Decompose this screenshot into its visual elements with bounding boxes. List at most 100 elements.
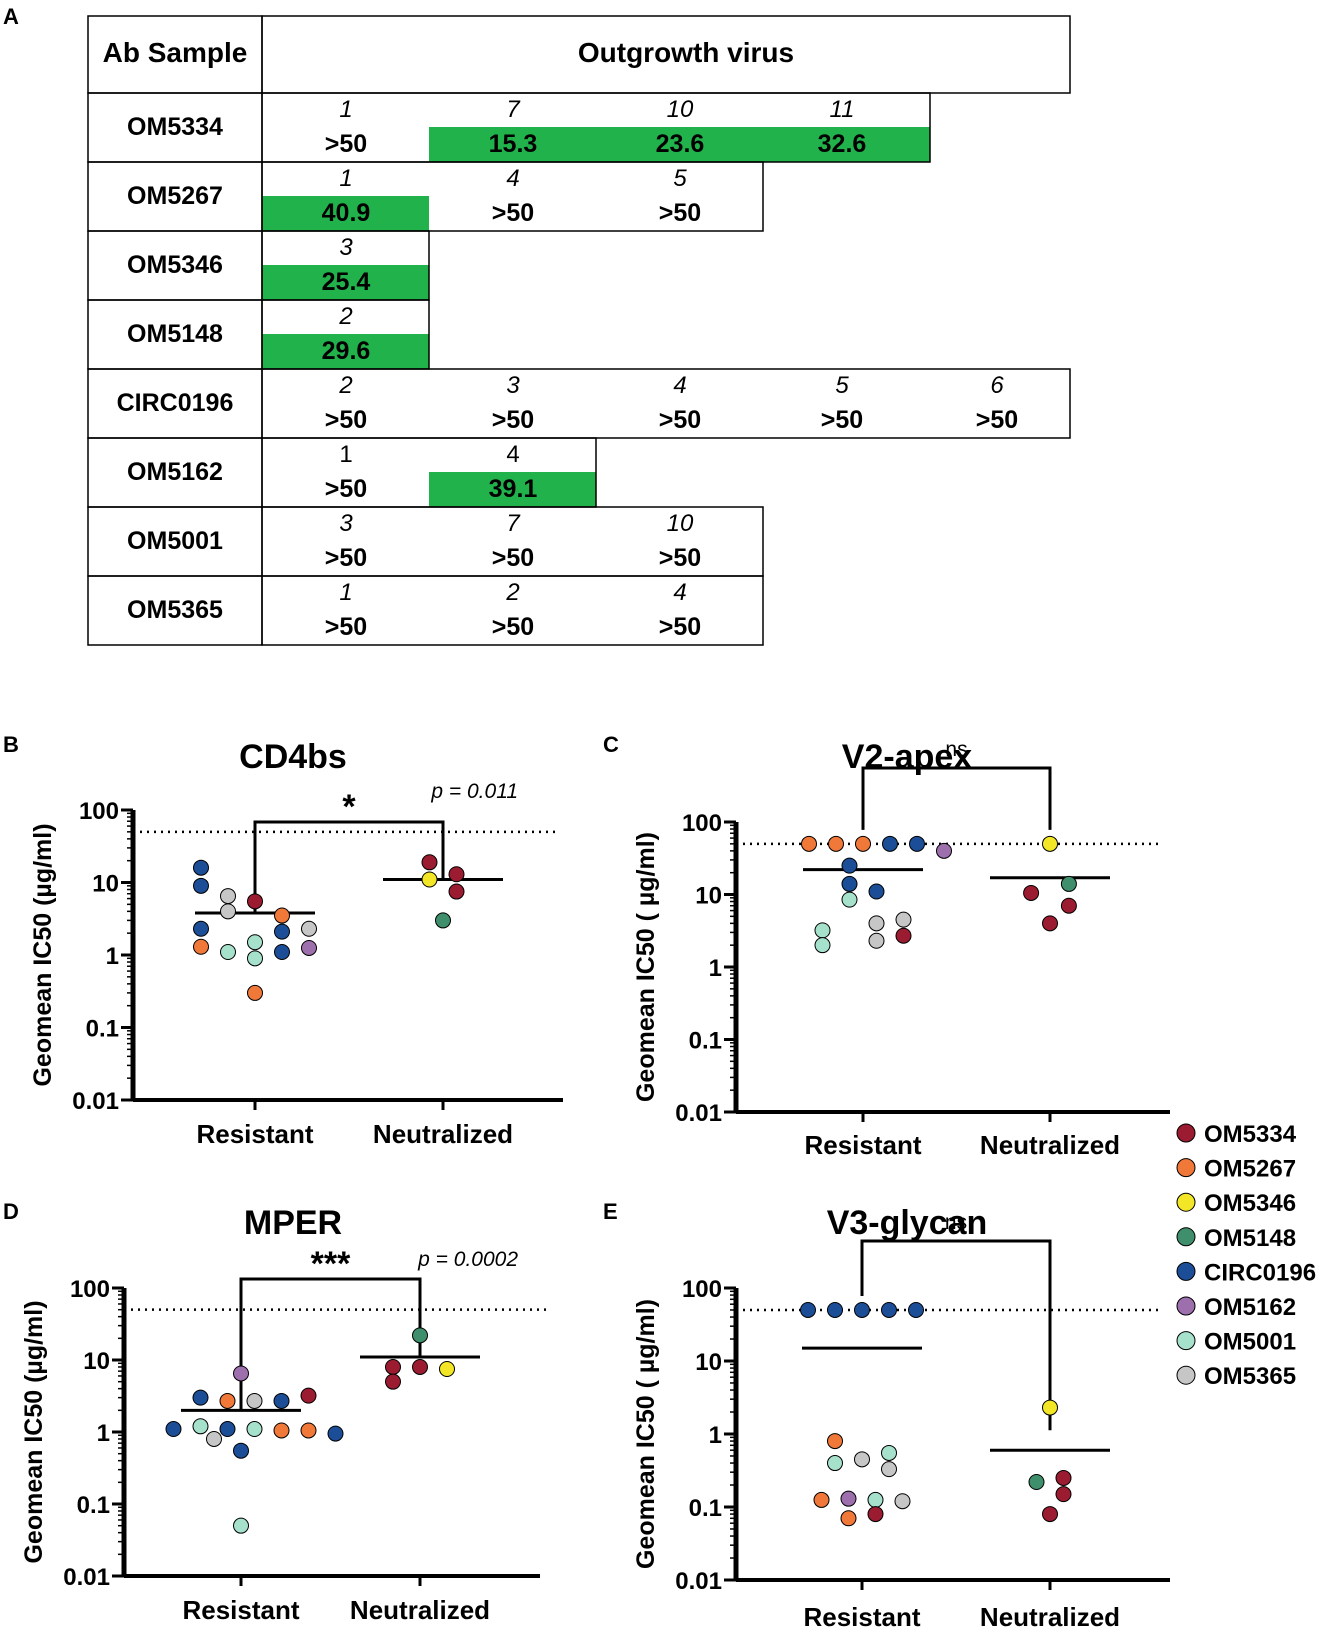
data-point-om5001 <box>247 950 263 967</box>
data-point-circ0196 <box>881 1301 897 1318</box>
legend-marker <box>1176 1192 1196 1212</box>
ic50-value: >50 <box>659 613 701 641</box>
y-tick-label: 10 <box>695 1349 722 1376</box>
data-point-om5001 <box>246 1421 263 1438</box>
legend-label: OM5334 <box>1204 1121 1297 1148</box>
data-point-om5365 <box>206 1430 222 1447</box>
x-tick-label: Resistant <box>196 1119 313 1149</box>
data-point-circ0196 <box>193 859 209 876</box>
panel-d: D MPER 0.01 0.1 1 10 100 Geomean IC50 (µg/ml) Re… <box>3 1199 549 1625</box>
data-point-circ0196 <box>882 835 898 852</box>
virus-id: 1 <box>339 96 352 123</box>
data-point-circ0196 <box>274 923 290 940</box>
chart-title: MPER <box>244 1204 342 1242</box>
ic50-value: >50 <box>976 406 1018 434</box>
panel-label: C <box>603 732 619 757</box>
data-point-om5267 <box>247 984 263 1001</box>
x-tick-label: Resistant <box>182 1595 299 1625</box>
data-point-circ0196 <box>909 835 925 852</box>
legend-marker <box>1176 1365 1196 1385</box>
virus-id: 4 <box>506 165 519 192</box>
data-point-om5334 <box>1042 1506 1058 1523</box>
data-point-circ0196 <box>193 920 209 937</box>
p-value: p = 0.0002 <box>417 1248 518 1271</box>
ic50-value: >50 <box>659 406 701 434</box>
ic50-value: 39.1 <box>489 475 538 503</box>
ic50-value: >50 <box>325 613 367 641</box>
data-point-om5162 <box>301 939 317 956</box>
ic50-value: >50 <box>659 544 701 572</box>
data-point-om5267 <box>274 907 290 924</box>
legend-label: OM5365 <box>1204 1363 1296 1390</box>
ic50-value: >50 <box>492 199 534 227</box>
y-tick-label: 1 <box>709 955 722 982</box>
scatter-panels: B CD4bs 0.01 0.1 1 10 100 Geomean IC50 (µg/ml) R… <box>3 732 1170 1632</box>
legend-label: OM5001 <box>1204 1329 1296 1356</box>
data-point-circ0196 <box>854 1301 870 1318</box>
virus-row <box>261 161 764 232</box>
data-point-circ0196 <box>219 1421 236 1438</box>
data-point-om5346 <box>439 1360 455 1377</box>
panel-label: B <box>3 732 19 757</box>
data-point-om5334 <box>1060 897 1077 914</box>
legend-marker <box>1176 1227 1196 1247</box>
legend-marker <box>1176 1123 1196 1143</box>
data-point-om5365 <box>868 915 885 932</box>
data-point-circ0196 <box>327 1425 344 1442</box>
x-tick-label: Neutralized <box>980 1130 1120 1160</box>
data-point-circ0196 <box>868 883 885 900</box>
panel-b: B CD4bs 0.01 0.1 1 10 100 Geomean IC50 (µg/ml) R… <box>3 732 563 1149</box>
data-point-om5334 <box>448 866 465 883</box>
data-point-om5334 <box>1055 1486 1072 1503</box>
data-point-circ0196 <box>192 1389 209 1406</box>
legend-marker <box>1176 1296 1196 1316</box>
ic50-value: 25.4 <box>322 268 371 296</box>
data-point-om5001 <box>841 891 858 908</box>
legend-label: OM5148 <box>1204 1225 1296 1252</box>
legend-label: OM5346 <box>1204 1190 1296 1217</box>
significance-label: * <box>342 788 356 826</box>
data-point-om5267 <box>828 835 844 852</box>
y-tick-label: 0.1 <box>689 1028 722 1055</box>
highlight-cell <box>763 127 930 162</box>
sample-name: OM5148 <box>127 320 223 348</box>
y-axis-label: Geomean IC50 ( µg/ml) <box>632 832 660 1102</box>
x-tick-label: Resistant <box>804 1130 921 1160</box>
data-point-om5267 <box>193 938 209 955</box>
virus-id: 2 <box>338 303 352 330</box>
data-point-om5334 <box>412 1358 428 1375</box>
y-tick-label: 10 <box>695 883 722 910</box>
x-tick-label: Resistant <box>803 1602 920 1632</box>
y-tick-label: 100 <box>682 810 722 837</box>
virus-id: 1 <box>339 579 352 606</box>
data-point-om5334 <box>867 1506 884 1523</box>
y-tick-label: 10 <box>92 871 119 898</box>
ic50-value: >50 <box>325 475 367 503</box>
y-tick-label: 0.01 <box>63 1564 110 1591</box>
highlight-cell <box>429 472 596 507</box>
virus-id: 5 <box>673 165 687 192</box>
data-point-om5162 <box>840 1490 857 1507</box>
y-tick-label: 100 <box>70 1276 110 1303</box>
chart-title: CD4bs <box>239 738 347 776</box>
data-point-om5365 <box>868 932 885 949</box>
y-tick-label: 0.01 <box>675 1568 722 1595</box>
data-point-om5365 <box>894 1493 911 1510</box>
header-virus: Outgrowth virus <box>578 37 794 68</box>
legend-label: OM5162 <box>1204 1294 1296 1321</box>
data-point-om5001 <box>247 934 263 951</box>
ic50-value: >50 <box>821 406 863 434</box>
data-point-om5334 <box>385 1373 401 1390</box>
data-point-om5267 <box>813 1491 830 1508</box>
data-point-om5334 <box>385 1358 401 1375</box>
ic50-value: >50 <box>325 406 367 434</box>
data-point-om5346 <box>421 871 438 888</box>
panel-e: E V3-glycan 0.01 0.1 1 10 100 Geomean IC50 ( µg… <box>603 1199 1170 1632</box>
p-value: p = 0.011 <box>430 780 518 803</box>
virus-id: 2 <box>505 579 519 606</box>
data-point-circ0196 <box>233 1442 249 1459</box>
data-point-om5001 <box>827 1455 843 1472</box>
ic50-value: 32.6 <box>818 130 867 158</box>
